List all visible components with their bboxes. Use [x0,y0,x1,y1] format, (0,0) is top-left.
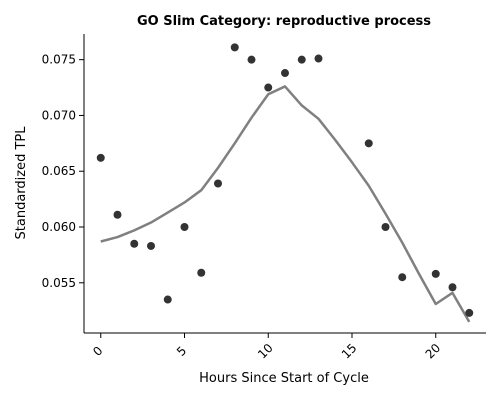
chart-title: GO Slim Category: reproductive process [137,14,431,29]
trend-line [100,85,471,323]
data-point [297,55,306,64]
data-point [398,273,407,282]
data-point [130,239,139,248]
x-tick-label: 10 [255,341,276,362]
data-point [180,223,189,232]
data-point [197,268,206,277]
y-tick-label: 0.060 [42,220,76,234]
data-point [264,83,273,92]
y-tick-label: 0.065 [42,164,76,178]
x-axis-label: Hours Since Start of Cycle [199,371,369,386]
data-point [214,179,222,188]
x-ticks: 0 5 10 15 20 [90,333,443,362]
data-point [247,55,256,64]
scatter-points [96,43,474,317]
y-axis-label: Standardized TPL [14,126,29,240]
data-point [381,223,390,232]
y-tick-label: 0.075 [42,53,76,67]
x-tick-label: 5 [174,344,189,359]
x-tick-label: 20 [423,341,444,362]
data-point [147,241,155,250]
data-point [431,269,440,278]
data-point [281,69,289,78]
data-point [96,153,105,162]
data-point [465,308,474,317]
y-tick-label: 0.055 [42,276,76,290]
x-tick-label: 15 [339,341,360,362]
data-point [448,283,457,292]
data-point [364,139,373,148]
x-tick-label: 0 [90,344,105,359]
data-point [163,295,172,304]
data-point [230,43,239,52]
y-tick-label: 0.070 [42,108,76,122]
data-point [113,210,122,219]
data-point [314,54,323,63]
y-ticks: 0.055 0.060 0.065 0.070 0.075 [42,53,84,290]
